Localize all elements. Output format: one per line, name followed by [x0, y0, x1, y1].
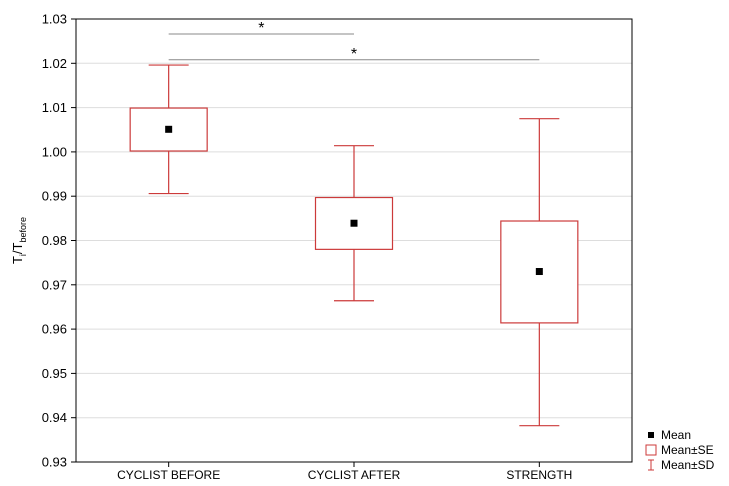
- y-axis-label-part: T: [10, 256, 25, 264]
- y-tick-label: 1.03: [42, 12, 67, 27]
- y-tick-label: 0.97: [42, 277, 67, 292]
- legend-se-symbol: [645, 444, 657, 456]
- significance-star: *: [351, 46, 357, 63]
- y-tick-label: 0.95: [42, 366, 67, 381]
- legend-sd-label: Mean±SD: [661, 458, 715, 472]
- legend-mean-symbol: [648, 432, 654, 438]
- y-tick-label: 0.96: [42, 322, 67, 337]
- y-tick-label: 0.94: [42, 410, 67, 425]
- y-axis-label: Ti/Tbefore: [10, 217, 28, 264]
- significance-annotations: **: [168, 20, 540, 63]
- y-axis-ticks: 0.93 0.94 0.95 0.96 0.97 0.98 0.99 1.00 1.01 1.02…: [42, 12, 76, 470]
- y-axis-label-part: before: [18, 217, 28, 243]
- legend-mean-label: Mean: [661, 428, 691, 442]
- mean-marker: [350, 219, 358, 227]
- y-axis-label-part: i: [18, 254, 28, 256]
- y-tick-label: 1.00: [42, 144, 67, 159]
- legend-se-label: Mean±SE: [661, 443, 714, 457]
- x-axis-ticks: CYCLIST BEFORE CYCLIST AFTER STRENGTH: [117, 462, 572, 482]
- box-group: [500, 118, 579, 427]
- x-tick-label: CYCLIST BEFORE: [117, 468, 220, 481]
- y-tick-label: 1.02: [42, 56, 67, 71]
- y-tick-label: 0.99: [42, 189, 67, 204]
- significance-star: *: [258, 20, 264, 37]
- y-axis-label-part: /T: [10, 242, 25, 254]
- x-tick-label: CYCLIST AFTER: [308, 468, 401, 481]
- y-tick-label: 0.93: [42, 455, 67, 470]
- y-tick-label: 0.98: [42, 233, 67, 248]
- y-tick-label: 1.01: [42, 100, 67, 115]
- box-group: [314, 145, 394, 302]
- mean-marker: [165, 125, 173, 133]
- boxes: [129, 64, 579, 427]
- box-group: [129, 64, 208, 195]
- mean-marker: [535, 268, 543, 276]
- x-tick-label: STRENGTH: [506, 468, 572, 481]
